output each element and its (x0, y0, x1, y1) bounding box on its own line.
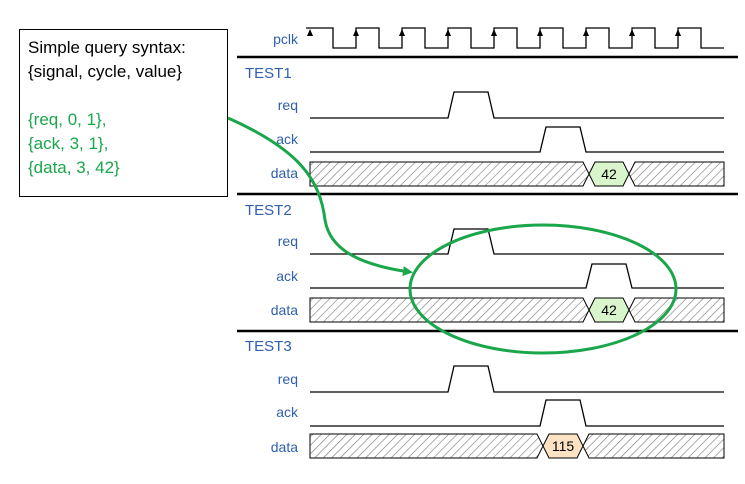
ack-waveform (310, 399, 724, 427)
req-trace (310, 365, 724, 393)
query-line: {ack, 3, 1}, (28, 134, 109, 153)
data-undefined-segment (628, 297, 725, 323)
ack-trace (310, 399, 724, 427)
data-undefined-segment (582, 433, 725, 459)
data-undefined-segment (628, 161, 725, 187)
test-title: TEST1 (245, 65, 292, 82)
callout-spacer (28, 84, 227, 108)
query-callout-box: Simple query syntax: {signal, cycle, val… (19, 29, 228, 197)
clock-edge-arrow (307, 29, 313, 36)
clock-edge-arrow (629, 29, 635, 36)
signal-label-data: data (271, 302, 298, 318)
signal-label-data: data (271, 165, 298, 181)
data-waveform (309, 433, 725, 459)
callout-title-line: {signal, cycle, value} (28, 62, 183, 81)
signal-label-req: req (278, 233, 298, 249)
ack-trace (310, 263, 724, 289)
clock-label: pclk (273, 31, 299, 47)
data-waveform (309, 297, 725, 323)
signal-label-req: req (278, 97, 298, 113)
ack-waveform (310, 263, 724, 289)
query-line: {req, 0, 1}, (28, 110, 107, 129)
clock-edge-arrow (675, 29, 681, 36)
clock-edge-arrow (353, 29, 359, 36)
data-value-label: 42 (601, 166, 617, 182)
clock-edge-arrow (583, 29, 589, 36)
req-trace (310, 91, 724, 119)
req-waveform (310, 365, 724, 393)
data-value-label: 115 (552, 438, 575, 454)
data-undefined-segment (309, 297, 590, 323)
highlight-ellipse (408, 223, 678, 355)
signal-label-data: data (271, 439, 298, 455)
callout-arrow (227, 116, 413, 276)
clock-edge-arrow (491, 29, 497, 36)
req-waveform (310, 91, 724, 119)
signal-label-ack: ack (276, 268, 299, 284)
data-waveform (309, 161, 725, 187)
clock-waveform (306, 27, 724, 49)
signal-label-ack: ack (276, 404, 299, 420)
test-title: TEST3 (245, 338, 292, 355)
req-waveform (310, 228, 724, 255)
ack-waveform (310, 126, 724, 153)
signal-label-ack: ack (276, 131, 299, 147)
test-title: TEST2 (245, 202, 292, 219)
signal-label-req: req (278, 371, 298, 387)
data-value-label: 42 (601, 302, 617, 318)
clock-edge-arrow (399, 29, 405, 36)
clock-trace (306, 27, 724, 49)
data-undefined-segment (309, 161, 590, 187)
query-line: {data, 3, 42} (28, 158, 120, 177)
clock-edge-arrow (537, 29, 543, 36)
req-trace (310, 228, 724, 255)
ack-trace (310, 126, 724, 153)
callout-title-line: Simple query syntax: (28, 38, 186, 57)
data-undefined-segment (309, 433, 544, 459)
clock-edge-arrow (445, 29, 451, 36)
